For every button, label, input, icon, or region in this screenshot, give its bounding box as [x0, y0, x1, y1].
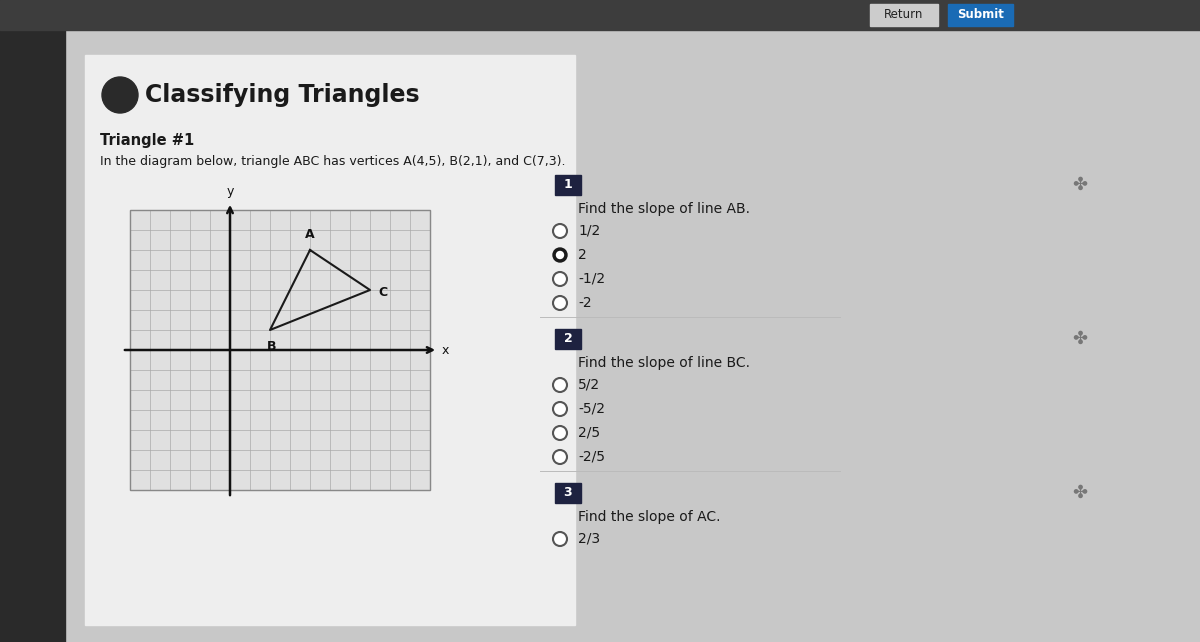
Text: -1/2: -1/2: [578, 272, 605, 286]
Text: 2/5: 2/5: [578, 426, 600, 440]
Circle shape: [553, 296, 568, 310]
Bar: [85, 55, 575, 625]
Bar: [554, 329, 581, 349]
Bar: [0, 0, 1200, 30]
Text: -2: -2: [578, 296, 592, 310]
Text: 2: 2: [564, 333, 572, 345]
Text: A: A: [305, 228, 314, 241]
Text: In the diagram below, triangle ABC has vertices A(4,5), B(2,1), and C(7,3).: In the diagram below, triangle ABC has v…: [100, 155, 565, 168]
Text: y: y: [227, 185, 234, 198]
Text: x: x: [442, 343, 449, 356]
Bar: [554, 175, 581, 195]
Text: -2/5: -2/5: [578, 450, 605, 464]
Bar: [948, 4, 1013, 26]
Text: ✤: ✤: [1073, 176, 1087, 194]
Text: 1: 1: [564, 178, 572, 191]
Bar: [554, 483, 581, 503]
Text: ✤: ✤: [1073, 330, 1087, 348]
Text: C: C: [378, 286, 388, 299]
Circle shape: [553, 272, 568, 286]
Bar: [870, 4, 938, 26]
Text: Find the slope of line BC.: Find the slope of line BC.: [578, 356, 750, 370]
Circle shape: [557, 252, 564, 259]
Text: Classifying Triangles: Classifying Triangles: [145, 83, 420, 107]
Text: Find the slope of AC.: Find the slope of AC.: [578, 510, 720, 524]
Circle shape: [553, 402, 568, 416]
Text: 5/2: 5/2: [578, 378, 600, 392]
Circle shape: [553, 450, 568, 464]
Text: 2: 2: [578, 248, 587, 262]
Bar: [0, 0, 65, 642]
Circle shape: [553, 248, 568, 262]
Text: Find the slope of line AB.: Find the slope of line AB.: [578, 202, 750, 216]
Text: Return: Return: [884, 8, 924, 21]
Text: B: B: [268, 340, 277, 353]
Text: ✤: ✤: [1073, 484, 1087, 502]
Text: 1/2: 1/2: [578, 224, 600, 238]
Circle shape: [553, 224, 568, 238]
Text: -5/2: -5/2: [578, 402, 605, 416]
Text: 3: 3: [564, 487, 572, 499]
Circle shape: [553, 426, 568, 440]
Text: Triangle #1: Triangle #1: [100, 132, 194, 148]
Text: Submit: Submit: [958, 8, 1004, 21]
Circle shape: [102, 77, 138, 113]
Circle shape: [553, 378, 568, 392]
Bar: [130, 210, 430, 490]
Bar: [130, 210, 430, 490]
Text: 2/3: 2/3: [578, 532, 600, 546]
Circle shape: [553, 532, 568, 546]
